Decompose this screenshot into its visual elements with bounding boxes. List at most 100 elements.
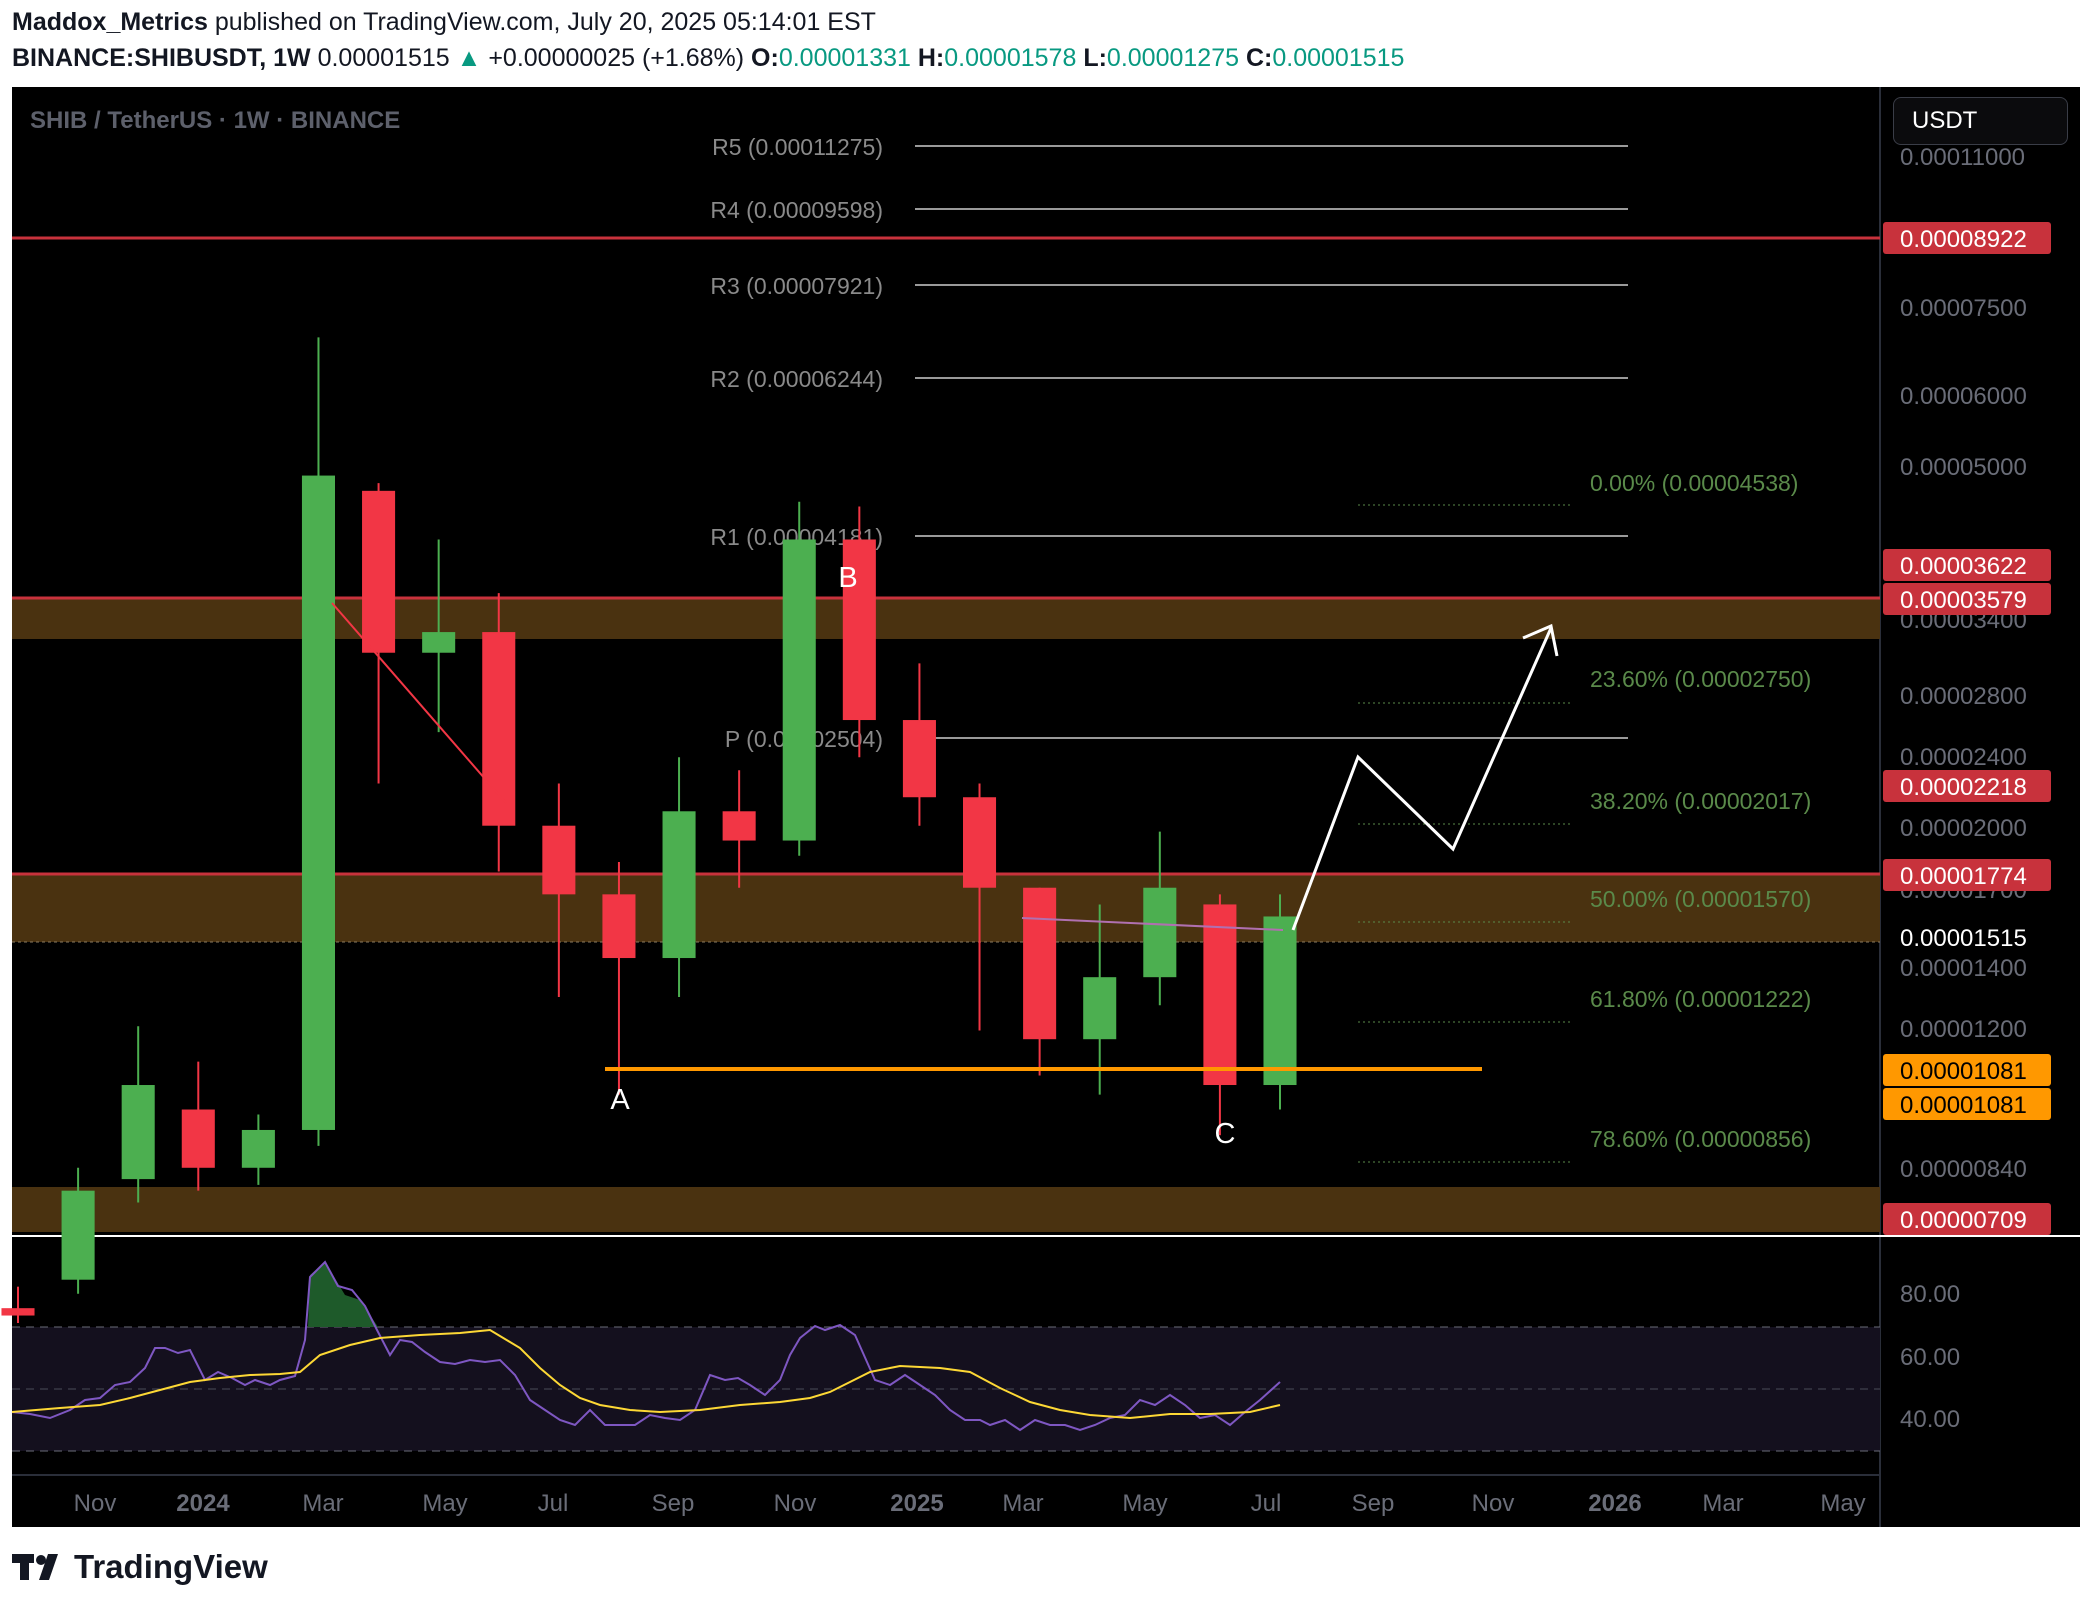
rsi-tick-40: 40.00 <box>1900 1406 1960 1433</box>
time-tick: Mar <box>1702 1490 1743 1517</box>
price-tick: 0.00002800 <box>1900 683 2027 710</box>
price-tag-1774: 0.00001774 <box>1900 863 2027 890</box>
candle-body[interactable] <box>542 825 576 895</box>
time-tick: May <box>422 1490 467 1517</box>
price-tag-709: 0.00000709 <box>1900 1207 2027 1234</box>
price-tag-bg <box>1883 1203 2051 1235</box>
time-tick-year: 2026 <box>1588 1490 1641 1517</box>
price-tick: 0.00007500 <box>1900 295 2027 322</box>
time-tick: May <box>1122 1490 1167 1517</box>
candle-body[interactable] <box>301 475 336 1130</box>
currency-button[interactable]: USDT <box>1893 97 2068 145</box>
price-tick: 0.00000840 <box>1900 1156 2027 1183</box>
candle-body[interactable] <box>121 1085 155 1180</box>
price-tick: 0.00002000 <box>1900 815 2027 842</box>
fib-label-382: 38.20% (0.00002017) <box>1590 788 1811 814</box>
candle-body[interactable] <box>482 632 516 826</box>
time-tick: Nov <box>1472 1490 1515 1517</box>
time-tick: Sep <box>1352 1490 1395 1517</box>
high-label: H: <box>917 44 945 72</box>
candle-body[interactable] <box>722 811 756 841</box>
candle-body[interactable] <box>782 539 816 841</box>
candle-body[interactable] <box>61 1190 95 1280</box>
candle-body[interactable] <box>1 1308 35 1316</box>
time-axis[interactable]: Nov 2024 Mar May Jul Sep Nov 2025 Mar Ma… <box>74 1490 1866 1517</box>
price-tick: 0.00002400 <box>1900 744 2027 771</box>
fib-label-50: 50.00% (0.00001570) <box>1590 886 1811 912</box>
candle-body[interactable] <box>962 797 997 888</box>
projection-path[interactable] <box>1291 627 1553 931</box>
time-tick-year: 2024 <box>176 1490 230 1517</box>
time-tick: Mar <box>302 1490 343 1517</box>
candle-body[interactable] <box>602 894 636 959</box>
fib-label-618: 61.80% (0.00001222) <box>1590 986 1811 1012</box>
pivot-label-r5: R5 (0.00011275) <box>712 134 883 160</box>
published-text: published on TradingView.com, July 20, 2… <box>214 8 876 36</box>
time-tick: Nov <box>74 1490 117 1517</box>
resistance-zone-top <box>12 598 1880 639</box>
wave-label-c: C <box>1215 1118 1236 1150</box>
price-tag-bg <box>1883 549 2051 581</box>
pink-trendline[interactable] <box>1021 917 1284 931</box>
pivot-label-r2: R2 (0.00006244) <box>710 366 883 392</box>
candle-body[interactable] <box>1083 977 1117 1040</box>
author-name[interactable]: Maddox_Metrics <box>12 8 208 36</box>
candle-body[interactable] <box>181 1109 215 1168</box>
time-tick: Mar <box>1002 1490 1043 1517</box>
candle-body[interactable] <box>1023 887 1057 1040</box>
price-tag-bg <box>1883 770 2051 802</box>
open-value: 0.00001331 <box>778 44 911 72</box>
candle-body[interactable] <box>422 632 456 653</box>
price-tick: 0.00006000 <box>1900 383 2027 410</box>
candle-body[interactable] <box>241 1129 275 1168</box>
chart-background <box>12 87 2080 1527</box>
up-triangle-icon: ▲ <box>456 44 482 72</box>
tradingview-logo[interactable]: TradingView <box>12 1548 268 1586</box>
candle-body[interactable] <box>1263 916 1297 1086</box>
candle-body[interactable] <box>662 811 696 959</box>
fib-retracement[interactable]: 0.00% (0.00004538) 23.60% (0.00002750) 3… <box>1358 470 1811 1163</box>
price-tag-bg <box>1883 859 2051 891</box>
symbol-label: BINANCE:SHIBUSDT, 1W <box>12 44 311 72</box>
publish-header: Maddox_Metrics published on TradingView.… <box>12 8 876 37</box>
fib-label-0: 0.00% (0.00004538) <box>1590 470 1798 496</box>
price-tag-last: 0.00001515 <box>1900 925 2027 952</box>
arrow-head-icon <box>1522 623 1559 657</box>
ohlc-header: BINANCE:SHIBUSDT, 1W 0.00001515 ▲ +0.000… <box>12 44 1404 73</box>
pivot-label-r4: R4 (0.00009598) <box>710 197 883 223</box>
pivot-levels: R5 (0.00011275) R4 (0.00009598) R3 (0.00… <box>710 134 1628 752</box>
time-tick: Jul <box>1251 1490 1282 1517</box>
chart-title: SHIB / TetherUS · 1W · BINANCE <box>30 107 400 134</box>
candlestick-series[interactable] <box>1 337 1297 1324</box>
rsi-ma-line <box>11 1328 1281 1420</box>
candle-body[interactable] <box>842 539 876 721</box>
price-tag-3622: 0.00003622 <box>1900 553 2027 580</box>
rsi-tick-60: 60.00 <box>1900 1344 1960 1371</box>
time-tick-year: 2025 <box>890 1490 943 1517</box>
candle-body[interactable] <box>1143 887 1177 978</box>
brand-name: TradingView <box>74 1548 268 1585</box>
rsi-pane[interactable]: 80.00 60.00 40.00 <box>11 1260 1960 1452</box>
candle-body[interactable] <box>362 490 396 653</box>
low-label: L: <box>1083 44 1107 72</box>
candle-body[interactable] <box>902 720 936 798</box>
close-value: 0.00001515 <box>1272 44 1405 72</box>
tradingview-logo-icon <box>12 1554 58 1580</box>
price-tag-1081-a: 0.00001081 <box>1900 1058 2027 1085</box>
price-tag-1081-b: 0.00001081 <box>1900 1092 2027 1119</box>
time-tick: May <box>1820 1490 1865 1517</box>
price-tags: 0.00008922 0.00003622 0.00003579 0.00002… <box>1883 222 2051 1235</box>
price-tick: 0.00005000 <box>1900 454 2027 481</box>
wave-label-a: A <box>610 1084 630 1116</box>
descending-trendline[interactable] <box>331 602 507 804</box>
time-tick: Nov <box>774 1490 817 1517</box>
candle-body[interactable] <box>1203 904 1237 1086</box>
open-label: O: <box>751 44 779 72</box>
price-tag-bg <box>1883 921 2051 953</box>
price-tag-8922: 0.00008922 <box>1900 226 2027 253</box>
last-price: 0.00001515 <box>317 44 450 72</box>
fib-label-786: 78.60% (0.00000856) <box>1590 1126 1811 1152</box>
price-tag-bg <box>1883 583 2051 615</box>
time-tick: Sep <box>652 1490 695 1517</box>
